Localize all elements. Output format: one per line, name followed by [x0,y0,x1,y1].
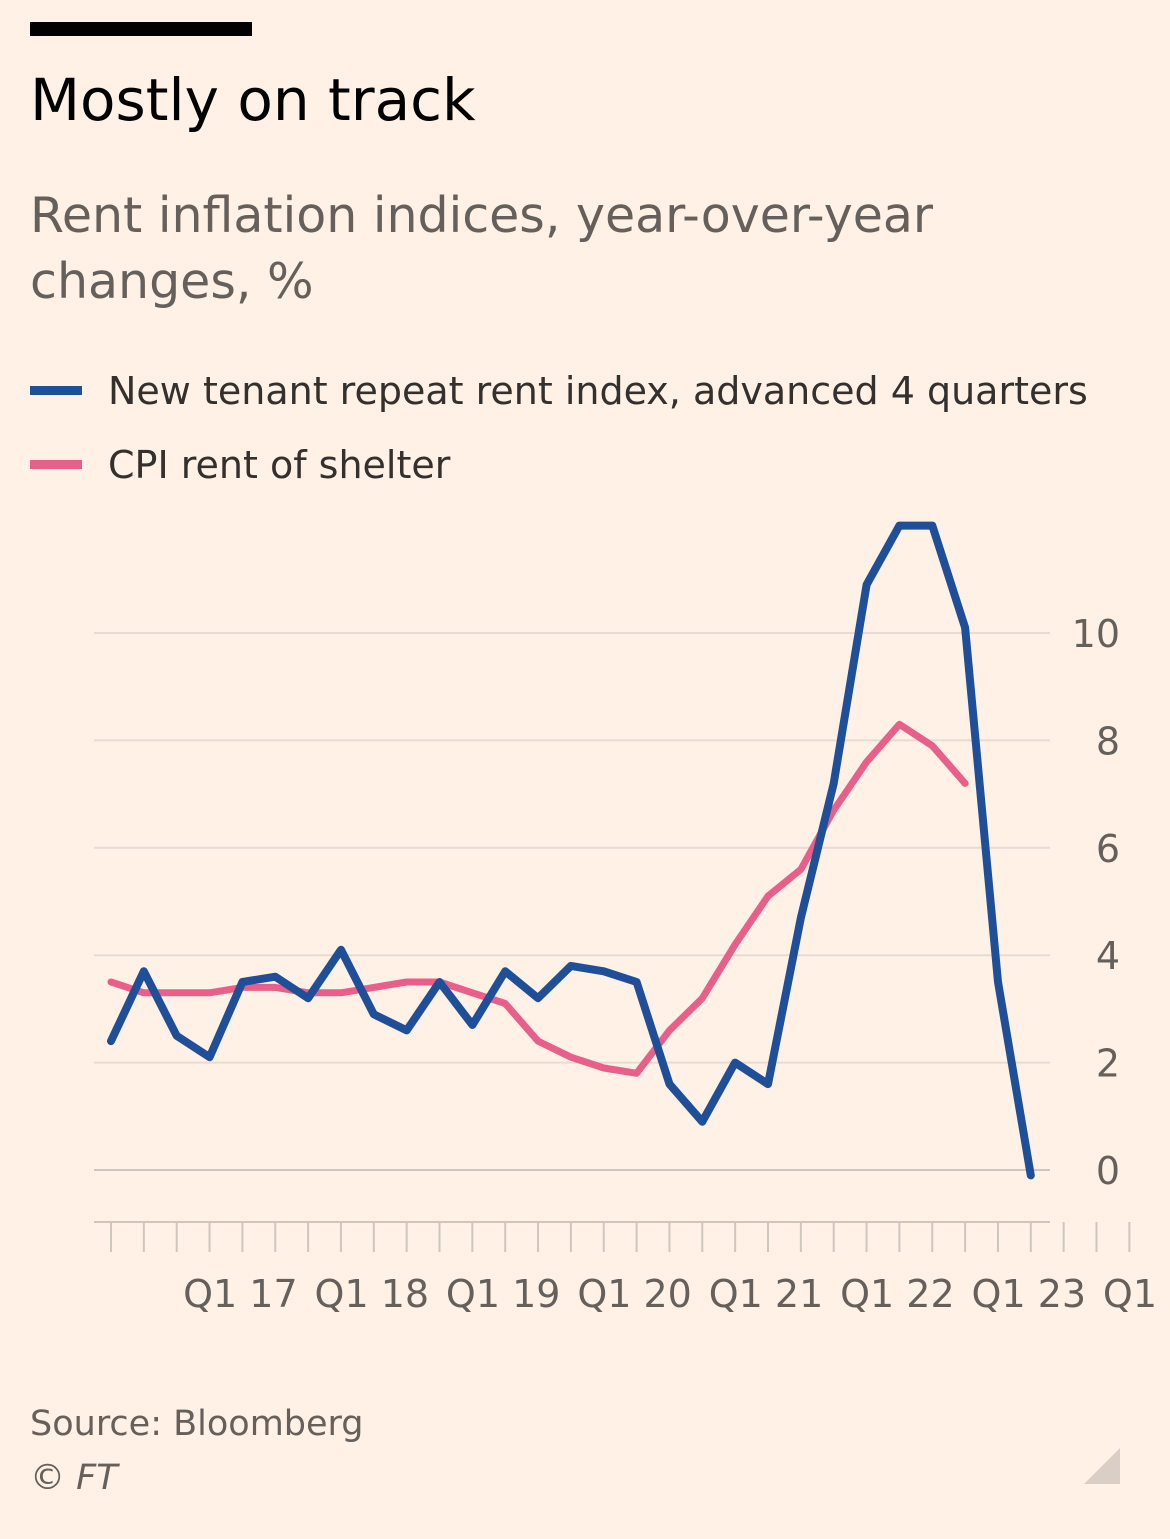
grid-lines [94,632,1050,1171]
resize-corner-icon [1084,1448,1120,1484]
y-tick-label: 6 [1096,827,1120,871]
legend-swatch-new-tenant [30,386,82,395]
y-tick-label: 8 [1096,719,1120,763]
x-tick-label: Q1 20 [577,1272,692,1316]
chart-subtitle: Rent inflation indices, year-over-year c… [30,187,934,310]
y-tick-label: 10 [1072,612,1120,656]
source-note: Source: Bloomberg [30,1404,364,1444]
top-accent-bar [30,22,252,36]
y-axis-labels: 0 2 4 6 8 10 [1072,612,1120,1193]
x-axis [94,1221,1131,1252]
copyright-note: © FT [30,1458,118,1498]
x-axis-labels: Q1 17 Q1 18 Q1 19 Q1 20 Q1 21 Q1 22 Q1 23 Q1 24 [183,1272,1170,1316]
x-tick-label: Q1 23 [972,1272,1087,1316]
x-tick-label: Q1 19 [446,1272,561,1316]
y-tick-label: 2 [1096,1042,1120,1086]
legend-label-new-tenant: New tenant repeat rent index, advanced 4… [108,369,1088,413]
x-tick-label: Q1 24 [1103,1272,1170,1316]
x-tick-label: Q1 18 [315,1272,430,1316]
x-tick-label: Q1 21 [709,1272,824,1316]
legend-swatch-cpi [30,460,82,469]
legend-label-cpi: CPI rent of shelter [108,443,451,487]
x-tick-label: Q1 17 [183,1272,298,1316]
y-tick-label: 4 [1096,934,1120,978]
series-lines [107,521,1035,1180]
y-tick-label: 0 [1096,1149,1120,1193]
chart-title: Mostly on track [30,66,476,134]
x-tick-label: Q1 22 [840,1272,955,1316]
series-line-new-tenant [107,521,1035,1180]
